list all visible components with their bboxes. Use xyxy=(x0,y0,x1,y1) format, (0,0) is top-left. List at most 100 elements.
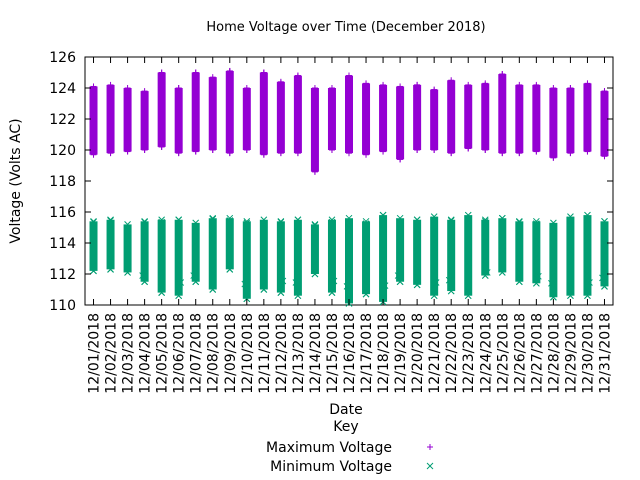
data-point-group xyxy=(123,221,132,276)
x-tick-label: 12/08/2018 xyxy=(206,313,222,394)
x-tick-label: 12/24/2018 xyxy=(478,313,494,394)
x-tick-label: 12/04/2018 xyxy=(138,313,154,394)
x-tick-label: 12/14/2018 xyxy=(308,313,324,394)
data-point-group xyxy=(343,214,353,307)
x-tick-label: 12/09/2018 xyxy=(223,313,239,394)
data-point-group xyxy=(174,85,183,157)
data-point xyxy=(192,69,199,76)
data-point-group xyxy=(430,213,440,300)
y-tick-label: 120 xyxy=(49,143,76,159)
y-tick-label: 110 xyxy=(49,298,76,314)
legend-label: Minimum Voltage xyxy=(270,459,392,475)
y-axis-label: Voltage (Volts AC) xyxy=(8,118,24,243)
data-point-group xyxy=(208,74,217,153)
y-tick-label: 112 xyxy=(49,267,76,283)
legend-marker xyxy=(426,462,434,470)
data-point-group xyxy=(600,88,609,160)
data-point-group xyxy=(396,83,405,163)
data-point-group xyxy=(430,86,439,153)
x-tick-label: 12/30/2018 xyxy=(580,313,596,394)
data-point xyxy=(226,67,233,74)
x-tick-label: 12/20/2018 xyxy=(410,313,426,394)
data-point-group xyxy=(139,217,149,286)
chart-title: Home Voltage over Time (December 2018) xyxy=(206,20,485,35)
data-point-group xyxy=(362,80,371,158)
x-tick-label: 12/10/2018 xyxy=(240,313,256,394)
x-tick-label: 12/06/2018 xyxy=(172,313,188,394)
x-axis: 12/01/2018 12/02/2018 12/03/2018 12/04/2018… xyxy=(87,57,613,394)
data-point-group xyxy=(157,69,166,150)
data-point-group xyxy=(310,85,319,175)
x-tick-label: 12/01/2018 xyxy=(87,313,103,394)
data-point-group xyxy=(140,88,149,153)
legend-title: Key xyxy=(333,419,358,435)
x-tick-label: 12/31/2018 xyxy=(597,313,613,394)
data-point-group xyxy=(548,219,558,301)
data-point-group xyxy=(174,216,185,300)
data-point-group xyxy=(225,67,234,157)
x-tick-label: 12/23/2018 xyxy=(461,313,477,394)
data-point xyxy=(499,71,506,78)
data-point-group xyxy=(583,80,592,155)
x-tick-label: 12/21/2018 xyxy=(427,313,443,394)
x-tick-label: 12/15/2018 xyxy=(325,313,341,394)
data-point-group xyxy=(464,211,473,300)
data-point-group xyxy=(157,216,166,296)
data-point xyxy=(260,69,267,76)
data-point-group xyxy=(292,216,302,300)
x-tick-label: 12/11/2018 xyxy=(257,313,273,394)
data-point-group xyxy=(276,217,287,296)
data-point-group xyxy=(89,217,98,275)
x-tick-label: 12/02/2018 xyxy=(104,313,120,394)
data-point-group xyxy=(310,221,319,278)
data-point-group xyxy=(106,216,115,273)
y-tick-label: 116 xyxy=(49,205,76,221)
data-point xyxy=(294,72,301,79)
y-tick-label: 122 xyxy=(49,112,76,128)
data-point xyxy=(397,156,404,163)
x-tick-label: 12/18/2018 xyxy=(376,313,392,394)
x-axis-label: Date xyxy=(329,402,362,418)
x-tick-label: 12/07/2018 xyxy=(189,313,205,394)
data-point-group xyxy=(464,81,473,152)
x-tick-label: 12/13/2018 xyxy=(291,313,307,394)
data-point-group xyxy=(447,77,456,157)
data-point-group xyxy=(532,81,541,155)
y-tick-label: 124 xyxy=(49,81,76,97)
data-point-group xyxy=(481,80,490,153)
legend: Maximum Voltage Minimum Voltage xyxy=(266,440,434,475)
data-point-group xyxy=(276,78,285,157)
data-point-group xyxy=(259,69,268,158)
data-point-group xyxy=(106,81,115,157)
x-tick-label: 12/16/2018 xyxy=(342,313,358,394)
x-tick-label: 12/28/2018 xyxy=(546,313,562,394)
data-point xyxy=(158,69,165,76)
legend-label: Maximum Voltage xyxy=(266,440,392,456)
data-point-group xyxy=(190,219,200,286)
data-point-group xyxy=(293,72,302,157)
data-point-group xyxy=(327,216,338,296)
x-tick-label: 12/17/2018 xyxy=(359,313,375,394)
data-point-group xyxy=(242,85,251,153)
data-point-group xyxy=(394,214,405,286)
data-point-group xyxy=(566,85,575,157)
data-point-group xyxy=(327,85,336,153)
data-point-group xyxy=(498,71,507,157)
data-point-group xyxy=(208,214,217,293)
data-point-group xyxy=(515,217,524,286)
data-point-group xyxy=(566,213,575,300)
data-point-group xyxy=(413,216,422,289)
y-axis: 110 112 114 116 118 120 122 124 126 xyxy=(49,50,613,314)
data-point-group xyxy=(123,85,132,155)
data-point-group xyxy=(379,211,389,306)
x-tick-label: 12/19/2018 xyxy=(393,313,409,394)
y-tick-label: 118 xyxy=(49,174,76,190)
x-tick-label: 12/27/2018 xyxy=(529,313,545,394)
data-point-group xyxy=(241,217,251,303)
x-tick-label: 12/12/2018 xyxy=(274,313,290,394)
data-point-group xyxy=(599,217,609,290)
data-point xyxy=(311,168,318,175)
x-tick-label: 12/25/2018 xyxy=(495,313,511,394)
data-point-group xyxy=(583,211,593,300)
